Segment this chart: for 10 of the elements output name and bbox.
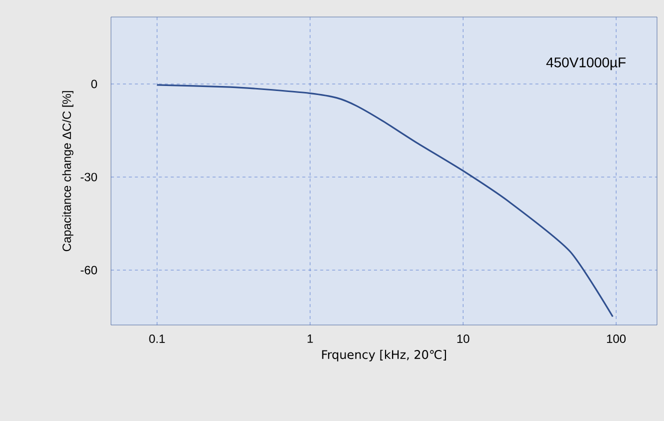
annotation: 450V1000µF — [546, 57, 626, 70]
y-tick-label: 0 — [91, 80, 98, 88]
x-tick-label: 0.1 — [149, 334, 165, 343]
x-tick-label: 10 — [457, 334, 470, 343]
y-tick-label: -30 — [80, 172, 98, 182]
x-axis-title: Frquency [kHz, 20℃] — [322, 350, 446, 362]
y-tick-label: -60 — [80, 266, 98, 274]
x-tick-label: 100 — [607, 334, 626, 343]
y-axis-title: Capacitance change ΔC/C [%] — [62, 91, 74, 252]
x-tick-label: 1 — [308, 334, 313, 343]
